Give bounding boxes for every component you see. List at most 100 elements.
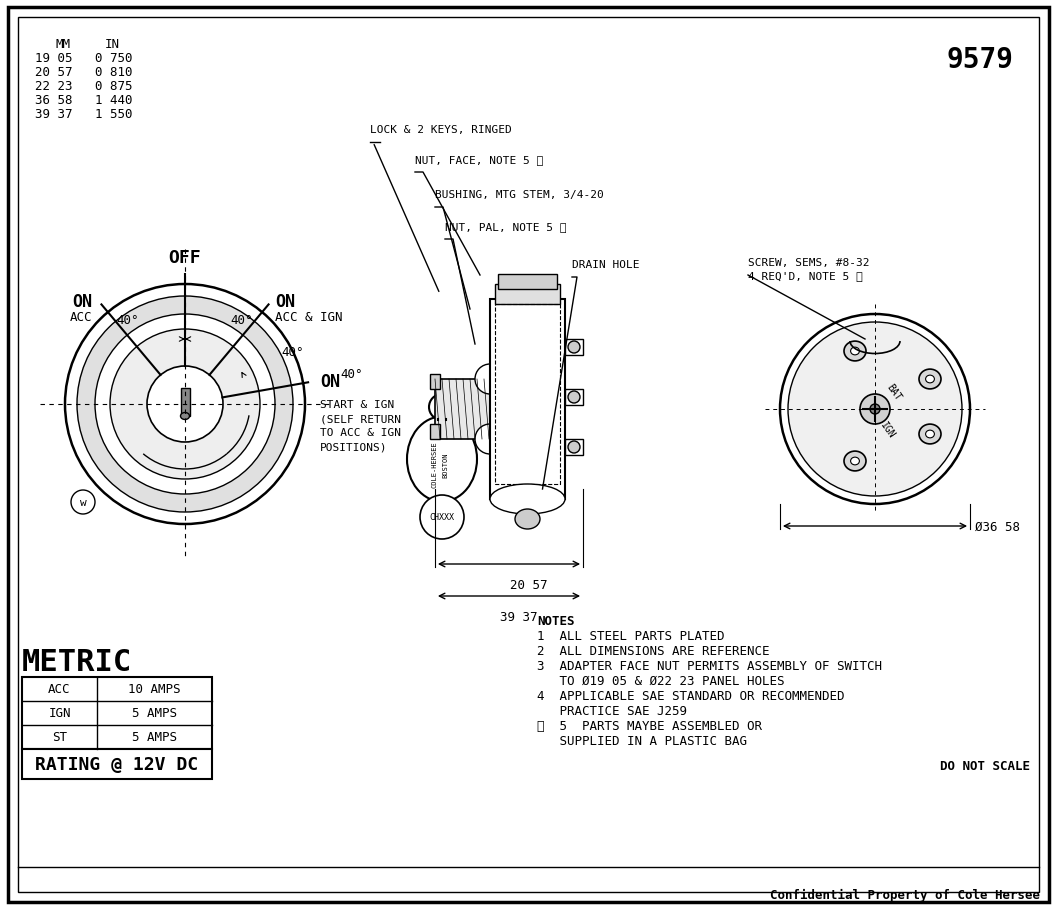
Text: 36 58: 36 58 <box>35 94 73 107</box>
Text: METRIC: METRIC <box>22 647 132 676</box>
Ellipse shape <box>843 342 866 361</box>
Text: ON: ON <box>72 292 92 311</box>
Text: NOTES: NOTES <box>537 614 575 628</box>
Text: (SELF RETURN: (SELF RETURN <box>320 414 401 424</box>
Circle shape <box>870 404 880 414</box>
Bar <box>565 340 583 356</box>
Text: 1 550: 1 550 <box>95 108 132 121</box>
Ellipse shape <box>515 509 540 529</box>
Text: 5 AMPS: 5 AMPS <box>132 707 177 720</box>
Text: 22 23: 22 23 <box>35 80 73 93</box>
Text: 4  APPLICABLE SAE STANDARD OR RECOMMENDED: 4 APPLICABLE SAE STANDARD OR RECOMMENDED <box>537 689 845 702</box>
Text: 4 REQ'D, NOTE 5 ⓨ: 4 REQ'D, NOTE 5 ⓨ <box>748 271 863 280</box>
Text: ON: ON <box>320 373 340 391</box>
Text: 39 37: 39 37 <box>500 610 538 623</box>
Text: LOCK & 2 KEYS, RINGED: LOCK & 2 KEYS, RINGED <box>370 125 512 135</box>
Bar <box>495 285 560 305</box>
Text: 0 875: 0 875 <box>95 80 132 93</box>
Bar <box>22 677 212 749</box>
Circle shape <box>789 323 962 496</box>
Bar <box>22 749 212 779</box>
Bar <box>495 305 560 484</box>
Text: NUT, FACE, NOTE 5 ⓨ: NUT, FACE, NOTE 5 ⓨ <box>415 154 543 165</box>
Ellipse shape <box>851 347 859 356</box>
Text: ACC: ACC <box>70 311 92 324</box>
Text: BAT: BAT <box>885 381 903 402</box>
Circle shape <box>147 367 223 443</box>
Text: 2  ALL DIMENSIONS ARE REFERENCE: 2 ALL DIMENSIONS ARE REFERENCE <box>537 644 769 657</box>
Text: RATING @ 12V DC: RATING @ 12V DC <box>36 755 199 773</box>
Ellipse shape <box>919 425 941 445</box>
Text: PRACTICE SAE J259: PRACTICE SAE J259 <box>537 704 687 717</box>
Text: 1  ALL STEEL PARTS PLATED: 1 ALL STEEL PARTS PLATED <box>537 630 724 642</box>
Text: ⓨ  5  PARTS MAYBE ASSEMBLED OR: ⓨ 5 PARTS MAYBE ASSEMBLED OR <box>537 720 762 732</box>
Text: DO NOT SCALE: DO NOT SCALE <box>940 759 1030 772</box>
Text: 39 37: 39 37 <box>35 108 73 121</box>
Text: 5 AMPS: 5 AMPS <box>132 731 177 743</box>
Text: ACC & IGN: ACC & IGN <box>275 311 342 324</box>
Bar <box>181 389 189 416</box>
Text: 0 750: 0 750 <box>95 52 132 65</box>
Text: 1 440: 1 440 <box>95 94 132 107</box>
Ellipse shape <box>926 431 934 438</box>
Circle shape <box>860 394 890 425</box>
Circle shape <box>568 441 580 453</box>
Circle shape <box>95 314 275 494</box>
Circle shape <box>568 342 580 354</box>
Text: 40°: 40° <box>340 369 363 381</box>
Bar <box>565 439 583 456</box>
Ellipse shape <box>851 458 859 465</box>
Ellipse shape <box>475 425 505 455</box>
Ellipse shape <box>475 365 505 394</box>
Ellipse shape <box>919 369 941 390</box>
Ellipse shape <box>926 376 934 383</box>
Circle shape <box>420 495 464 539</box>
Circle shape <box>110 330 260 480</box>
Text: 0 810: 0 810 <box>95 66 132 79</box>
Bar <box>490 300 565 499</box>
Bar <box>438 505 446 529</box>
Text: IN: IN <box>105 38 120 51</box>
Bar <box>498 275 557 289</box>
Text: SCREW, SEMS, #8-32: SCREW, SEMS, #8-32 <box>748 257 870 267</box>
Text: BUSHING, MTG STEM, 3/4-20: BUSHING, MTG STEM, 3/4-20 <box>435 190 604 199</box>
Text: 3  ADAPTER FACE NUT PERMITS ASSEMBLY OF SWITCH: 3 ADAPTER FACE NUT PERMITS ASSEMBLY OF S… <box>537 659 882 673</box>
Text: 40°: 40° <box>116 313 140 326</box>
Text: OFF: OFF <box>169 249 201 267</box>
Text: ON: ON <box>275 292 295 311</box>
Bar <box>430 425 440 439</box>
Text: MM: MM <box>55 38 70 51</box>
Text: w: w <box>79 497 87 507</box>
Text: 40°: 40° <box>281 346 303 358</box>
Text: IGN: IGN <box>878 419 897 439</box>
Text: DRAIN HOLE: DRAIN HOLE <box>572 260 639 269</box>
Text: 9579: 9579 <box>946 46 1014 74</box>
Text: IGN: IGN <box>49 707 71 720</box>
Text: NUT, PAL, NOTE 5 ⓨ: NUT, PAL, NOTE 5 ⓨ <box>445 221 567 232</box>
Text: 10 AMPS: 10 AMPS <box>128 683 181 696</box>
Text: Confidential Property of Cole Hersee: Confidential Property of Cole Hersee <box>769 888 1040 901</box>
Text: CHXXX: CHXXX <box>429 513 455 522</box>
Text: 40°: 40° <box>230 313 254 326</box>
Ellipse shape <box>181 413 189 420</box>
Circle shape <box>568 391 580 403</box>
Circle shape <box>780 314 970 505</box>
Circle shape <box>77 297 293 513</box>
Text: Ø36 58: Ø36 58 <box>975 520 1020 533</box>
Ellipse shape <box>407 417 477 502</box>
Ellipse shape <box>843 451 866 471</box>
Text: TO ACC & IGN: TO ACC & IGN <box>320 427 401 437</box>
Text: START & IGN: START & IGN <box>320 400 394 410</box>
Circle shape <box>64 285 305 525</box>
Text: TO Ø19 05 & Ø22 23 PANEL HOLES: TO Ø19 05 & Ø22 23 PANEL HOLES <box>537 675 784 687</box>
Bar <box>565 390 583 405</box>
Text: BOSTON: BOSTON <box>442 452 448 477</box>
Bar <box>435 380 490 439</box>
Text: ST: ST <box>52 731 67 743</box>
Text: ACC: ACC <box>49 683 71 696</box>
Text: POSITIONS): POSITIONS) <box>320 442 388 451</box>
Text: COLE-HERSEE: COLE-HERSEE <box>431 441 437 488</box>
Text: 20 57: 20 57 <box>511 578 548 591</box>
Bar <box>430 375 440 390</box>
Text: 19 05: 19 05 <box>35 52 73 65</box>
